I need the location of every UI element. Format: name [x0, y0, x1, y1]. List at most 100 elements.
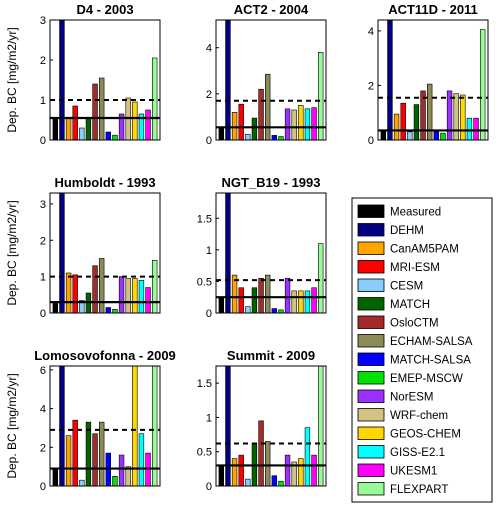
- legend-swatch-measured: [357, 204, 385, 218]
- bar-echam-salsa: [99, 77, 105, 140]
- bar-osloctm: [92, 265, 98, 313]
- bar-echam-salsa: [264, 73, 271, 140]
- bar-flexpart: [152, 366, 158, 486]
- legend-label-noresm: NorESM: [390, 391, 433, 403]
- y-tick-label: 6: [40, 365, 46, 377]
- bar-ukesm1: [311, 454, 317, 486]
- y-tick-label: 1.5: [197, 378, 212, 390]
- bar-measured: [218, 465, 224, 486]
- chart-title: D4 - 2003: [76, 2, 133, 17]
- bar-echam-salsa: [426, 83, 433, 140]
- bar-noresm: [118, 113, 125, 140]
- bar-geos-chem: [460, 94, 466, 140]
- bar-giss-e2-1: [138, 113, 145, 140]
- bar-measured: [380, 130, 386, 140]
- bars-group: [380, 20, 486, 140]
- bar-wrf-chem: [453, 93, 459, 140]
- bar-geos-chem: [132, 101, 138, 140]
- bar-match-salsa: [433, 131, 439, 140]
- bar-ukesm1: [311, 107, 317, 140]
- bar-osloctm: [420, 90, 426, 140]
- bars-group: [52, 20, 158, 140]
- bar-match-salsa: [105, 307, 112, 313]
- y-tick-label: 4: [368, 26, 374, 38]
- legend-swatch-match-salsa: [357, 352, 385, 366]
- bars-group: [52, 193, 158, 313]
- bar-dehm: [387, 20, 393, 140]
- legend-label-cesm: CESM: [390, 280, 423, 292]
- bar-echam-salsa: [99, 421, 105, 486]
- legend-swatch-ukesm1: [357, 463, 385, 477]
- legend-label-match: MATCH: [390, 299, 430, 311]
- y-tick-label: 1: [40, 95, 46, 107]
- bar-match-salsa: [271, 475, 277, 486]
- bar-geos-chem: [298, 290, 304, 313]
- bar-emep-mscw: [440, 132, 446, 140]
- bar-emep-mscw: [278, 136, 284, 140]
- legend-label-emep-mscw: EMEP-MSCW: [390, 373, 463, 385]
- bar-emep-mscw: [112, 309, 118, 313]
- axes-box: [49, 19, 161, 141]
- bar-cesm: [79, 127, 85, 140]
- bar-canam5pam: [231, 112, 238, 140]
- y-tick-label: 2: [40, 235, 46, 247]
- bar-wrf-chem: [291, 109, 297, 140]
- bar-geos-chem: [298, 458, 304, 486]
- y-tick-label: 0: [40, 308, 46, 320]
- bar-dehm: [225, 366, 231, 486]
- chart-panel: ACT2 - 2004 0 2 4: [206, 2, 327, 147]
- y-axis-label: Dep. BC [mg/m2/yr]: [5, 200, 19, 305]
- bar-echam-salsa: [99, 258, 105, 313]
- legend-label-canam5pam: CanAM5PAM: [390, 243, 459, 255]
- y-tick-label: 0: [368, 135, 374, 147]
- chart-title: Summit - 2009: [227, 348, 315, 363]
- bar-geos-chem: [132, 366, 138, 486]
- legend-swatch-mri-esm: [357, 260, 385, 274]
- legend-label-osloctm: OsloCTM: [390, 317, 439, 329]
- legend-swatch-dehm: [357, 223, 385, 237]
- legend-label-echam-salsa: ECHAM-SALSA: [390, 336, 473, 348]
- bar-match: [413, 104, 420, 140]
- legend-label-mri-esm: MRI-ESM: [390, 262, 440, 274]
- bar-dehm: [59, 366, 65, 486]
- legend-label-dehm: DEHM: [390, 225, 424, 237]
- chart-title: NGT_B19 - 1993: [222, 175, 321, 190]
- y-axis-label: Dep. BC [mg/m2/yr]: [5, 27, 19, 132]
- legend-swatch-echam-salsa: [357, 334, 385, 348]
- axes-box: [49, 192, 161, 314]
- legend-swatch-emep-mscw: [357, 371, 385, 385]
- bar-osloctm: [92, 433, 98, 486]
- bar-wrf-chem: [291, 290, 297, 313]
- bar-giss-e2-1: [304, 427, 311, 486]
- legend-label-wrf-chem: WRF-chem: [390, 410, 448, 422]
- bar-dehm: [59, 193, 65, 313]
- bar-canam5pam: [231, 458, 238, 486]
- bar-mri-esm: [72, 105, 78, 140]
- legend-swatch-cesm: [357, 278, 385, 292]
- chart-panel: D4 - 2003 Dep. BC [mg/m2/yr] 0 1 2 3: [5, 2, 161, 147]
- bar-flexpart: [317, 243, 324, 313]
- y-tick-label: 2: [40, 442, 46, 454]
- bar-dehm: [225, 20, 231, 140]
- bar-match-salsa: [271, 135, 277, 140]
- bar-measured: [52, 468, 59, 486]
- bars-group: [52, 366, 158, 486]
- bar-dehm: [59, 20, 65, 140]
- bars-group: [218, 366, 324, 486]
- chart-title: ACT2 - 2004: [234, 2, 309, 17]
- legend-swatch-geos-chem: [357, 426, 385, 440]
- bar-osloctm: [258, 277, 264, 313]
- bar-emep-mscw: [112, 134, 118, 140]
- y-tick-label: 3: [40, 15, 46, 27]
- bar-cesm: [407, 131, 413, 140]
- chart-panel: Lomosovofonna - 2009 Dep. BC [mg/m2/yr] 0 2…: [5, 348, 176, 493]
- bar-emep-mscw: [112, 476, 118, 486]
- y-tick-label: 1: [206, 245, 212, 257]
- bar-ukesm1: [311, 287, 317, 313]
- bar-cesm: [79, 479, 85, 486]
- bar-osloctm: [258, 420, 264, 486]
- bar-ukesm1: [145, 109, 151, 140]
- chart-title: Humboldt - 1993: [54, 175, 155, 190]
- legend-label-ukesm1: UKESM1: [390, 465, 437, 477]
- axes-box: [49, 365, 161, 487]
